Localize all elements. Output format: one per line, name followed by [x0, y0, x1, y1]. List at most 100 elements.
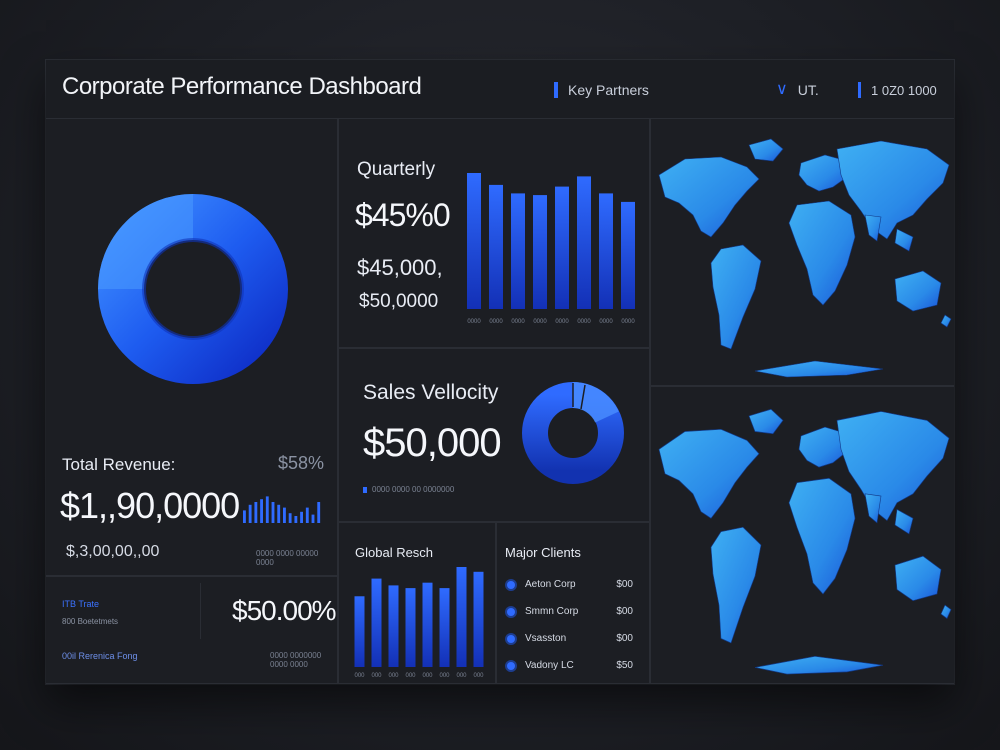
- major-clients-panel: Major Clients Aeton Corp $00 Smmn Corp $00 V…: [496, 522, 650, 684]
- bar-label: 0000: [467, 319, 481, 325]
- quarterly-title: Quarterly: [357, 159, 436, 180]
- client-row[interactable]: Aeton Corp $00: [507, 571, 643, 598]
- spark-bar: [260, 499, 263, 523]
- spark-bar: [254, 502, 258, 523]
- world-map-panel-top: [650, 118, 954, 386]
- quarterly-value-2: $45,000,: [357, 255, 443, 280]
- bar-label: 000: [371, 673, 382, 679]
- spark-bar: [248, 504, 252, 523]
- bar: [511, 193, 525, 309]
- accent-bar-icon: [554, 82, 558, 98]
- spark-bar: [271, 502, 275, 523]
- client-dot-icon: [507, 661, 515, 670]
- range-selector[interactable]: 1 0Z0 1000: [858, 82, 937, 98]
- client-name: Smmn Corp: [525, 606, 579, 617]
- spark-bar: [283, 507, 286, 523]
- velocity-title: Sales Vellocity: [363, 381, 499, 404]
- bar-label: 000: [422, 673, 433, 679]
- map-new-zealand: [940, 314, 952, 328]
- world-map: [658, 138, 952, 378]
- bar-label: 0000: [555, 319, 569, 325]
- quarterly-bar-chart: 0000 0000 0000 0000 0000 0000 0000 0000: [467, 173, 635, 325]
- page-title: Corporate Performance Dashboard: [62, 73, 422, 100]
- bar: [621, 201, 635, 309]
- donut-divider: [580, 384, 586, 410]
- revenue-ring-chart: [98, 194, 288, 384]
- spark-bar: [305, 507, 309, 523]
- bar: [555, 186, 569, 309]
- spark-bar: [311, 514, 315, 523]
- bar: [473, 571, 484, 667]
- world-map: [658, 408, 952, 675]
- bar-label: 000: [473, 673, 484, 679]
- revenue-sub-value: $,3,00,00,,00: [66, 543, 160, 560]
- map-australia: [894, 270, 942, 312]
- revenue-label: Total Revenue:: [62, 455, 176, 474]
- map-africa: [788, 477, 856, 595]
- bar: [456, 567, 467, 667]
- filter-label: UT.: [797, 82, 819, 98]
- bar: [354, 596, 365, 667]
- footer-big-value: $50.00%: [232, 595, 337, 626]
- client-name: Vadony LC: [525, 660, 574, 671]
- world-map-panel-bottom: [650, 386, 954, 684]
- map-asia: [836, 140, 950, 240]
- spark-bar: [288, 513, 292, 523]
- revenue-sparkline: [243, 496, 321, 523]
- clients-title: Major Clients: [505, 545, 581, 560]
- stat-row-3: 00il Rerenica Fong: [62, 651, 138, 661]
- ring-highlight: [98, 194, 195, 291]
- map-australia: [894, 555, 942, 602]
- footer-caption: 0000 0000000 0000 0000: [270, 651, 322, 669]
- map-south-america: [710, 526, 762, 644]
- global-bar-chart: 000 000 000 000 000 000 000 000: [354, 567, 484, 679]
- velocity-donut-chart: [522, 382, 624, 484]
- client-value: $00: [616, 633, 633, 644]
- map-south-america: [710, 244, 762, 350]
- spark-bar: [317, 502, 321, 523]
- client-row[interactable]: Vsasston $00: [507, 625, 643, 652]
- bar: [422, 582, 433, 667]
- revenue-percent: $58%: [278, 453, 325, 473]
- bar-label: 0000: [511, 319, 525, 325]
- accent-bar-icon: [858, 82, 861, 98]
- map-india: [864, 493, 882, 524]
- sales-velocity-panel: Sales Vellocity $50,000 0000 0000 00 000…: [338, 348, 650, 522]
- bar: [388, 585, 399, 667]
- legend-swatch-icon: [363, 486, 367, 493]
- key-partners-link[interactable]: Key Partners: [554, 82, 649, 98]
- map-north-america: [658, 428, 760, 519]
- map-africa: [788, 200, 856, 306]
- chevron-down-icon: ∨: [776, 81, 788, 98]
- map-antarctica: [754, 360, 884, 378]
- client-value: $00: [616, 606, 633, 617]
- map-new-zealand: [940, 604, 952, 619]
- bar-label: 000: [388, 673, 399, 679]
- bar-label: 000: [405, 673, 416, 679]
- spark-bar: [243, 510, 246, 523]
- divider: [200, 583, 201, 639]
- map-north-america: [658, 156, 760, 238]
- map-greenland: [748, 408, 784, 435]
- spark-bar: [277, 504, 281, 523]
- spark-bar: [300, 511, 303, 523]
- filter-dropdown[interactable]: ∨ UT.: [776, 81, 819, 99]
- quarterly-value-1: $45%0: [355, 197, 451, 233]
- global-title: Global Resch: [355, 545, 434, 560]
- map-india: [864, 214, 882, 242]
- bar-label: 000: [439, 673, 450, 679]
- velocity-caption: 0000 0000 00 0000000: [372, 485, 455, 494]
- bar: [533, 195, 547, 309]
- bar: [599, 193, 613, 309]
- bar-label: 0000: [577, 319, 591, 325]
- bar-label: 000: [354, 673, 365, 679]
- client-row[interactable]: Vadony LC $50: [507, 652, 643, 679]
- bar: [489, 184, 503, 309]
- velocity-legend: 0000 0000 00 0000000: [363, 485, 454, 494]
- client-row[interactable]: Smmn Corp $00: [507, 598, 643, 625]
- map-se-asia: [894, 228, 914, 252]
- bar: [467, 173, 481, 309]
- ring-inner-edge: [142, 238, 244, 340]
- bar-label: 0000: [489, 319, 503, 325]
- donut-segment: [572, 382, 619, 424]
